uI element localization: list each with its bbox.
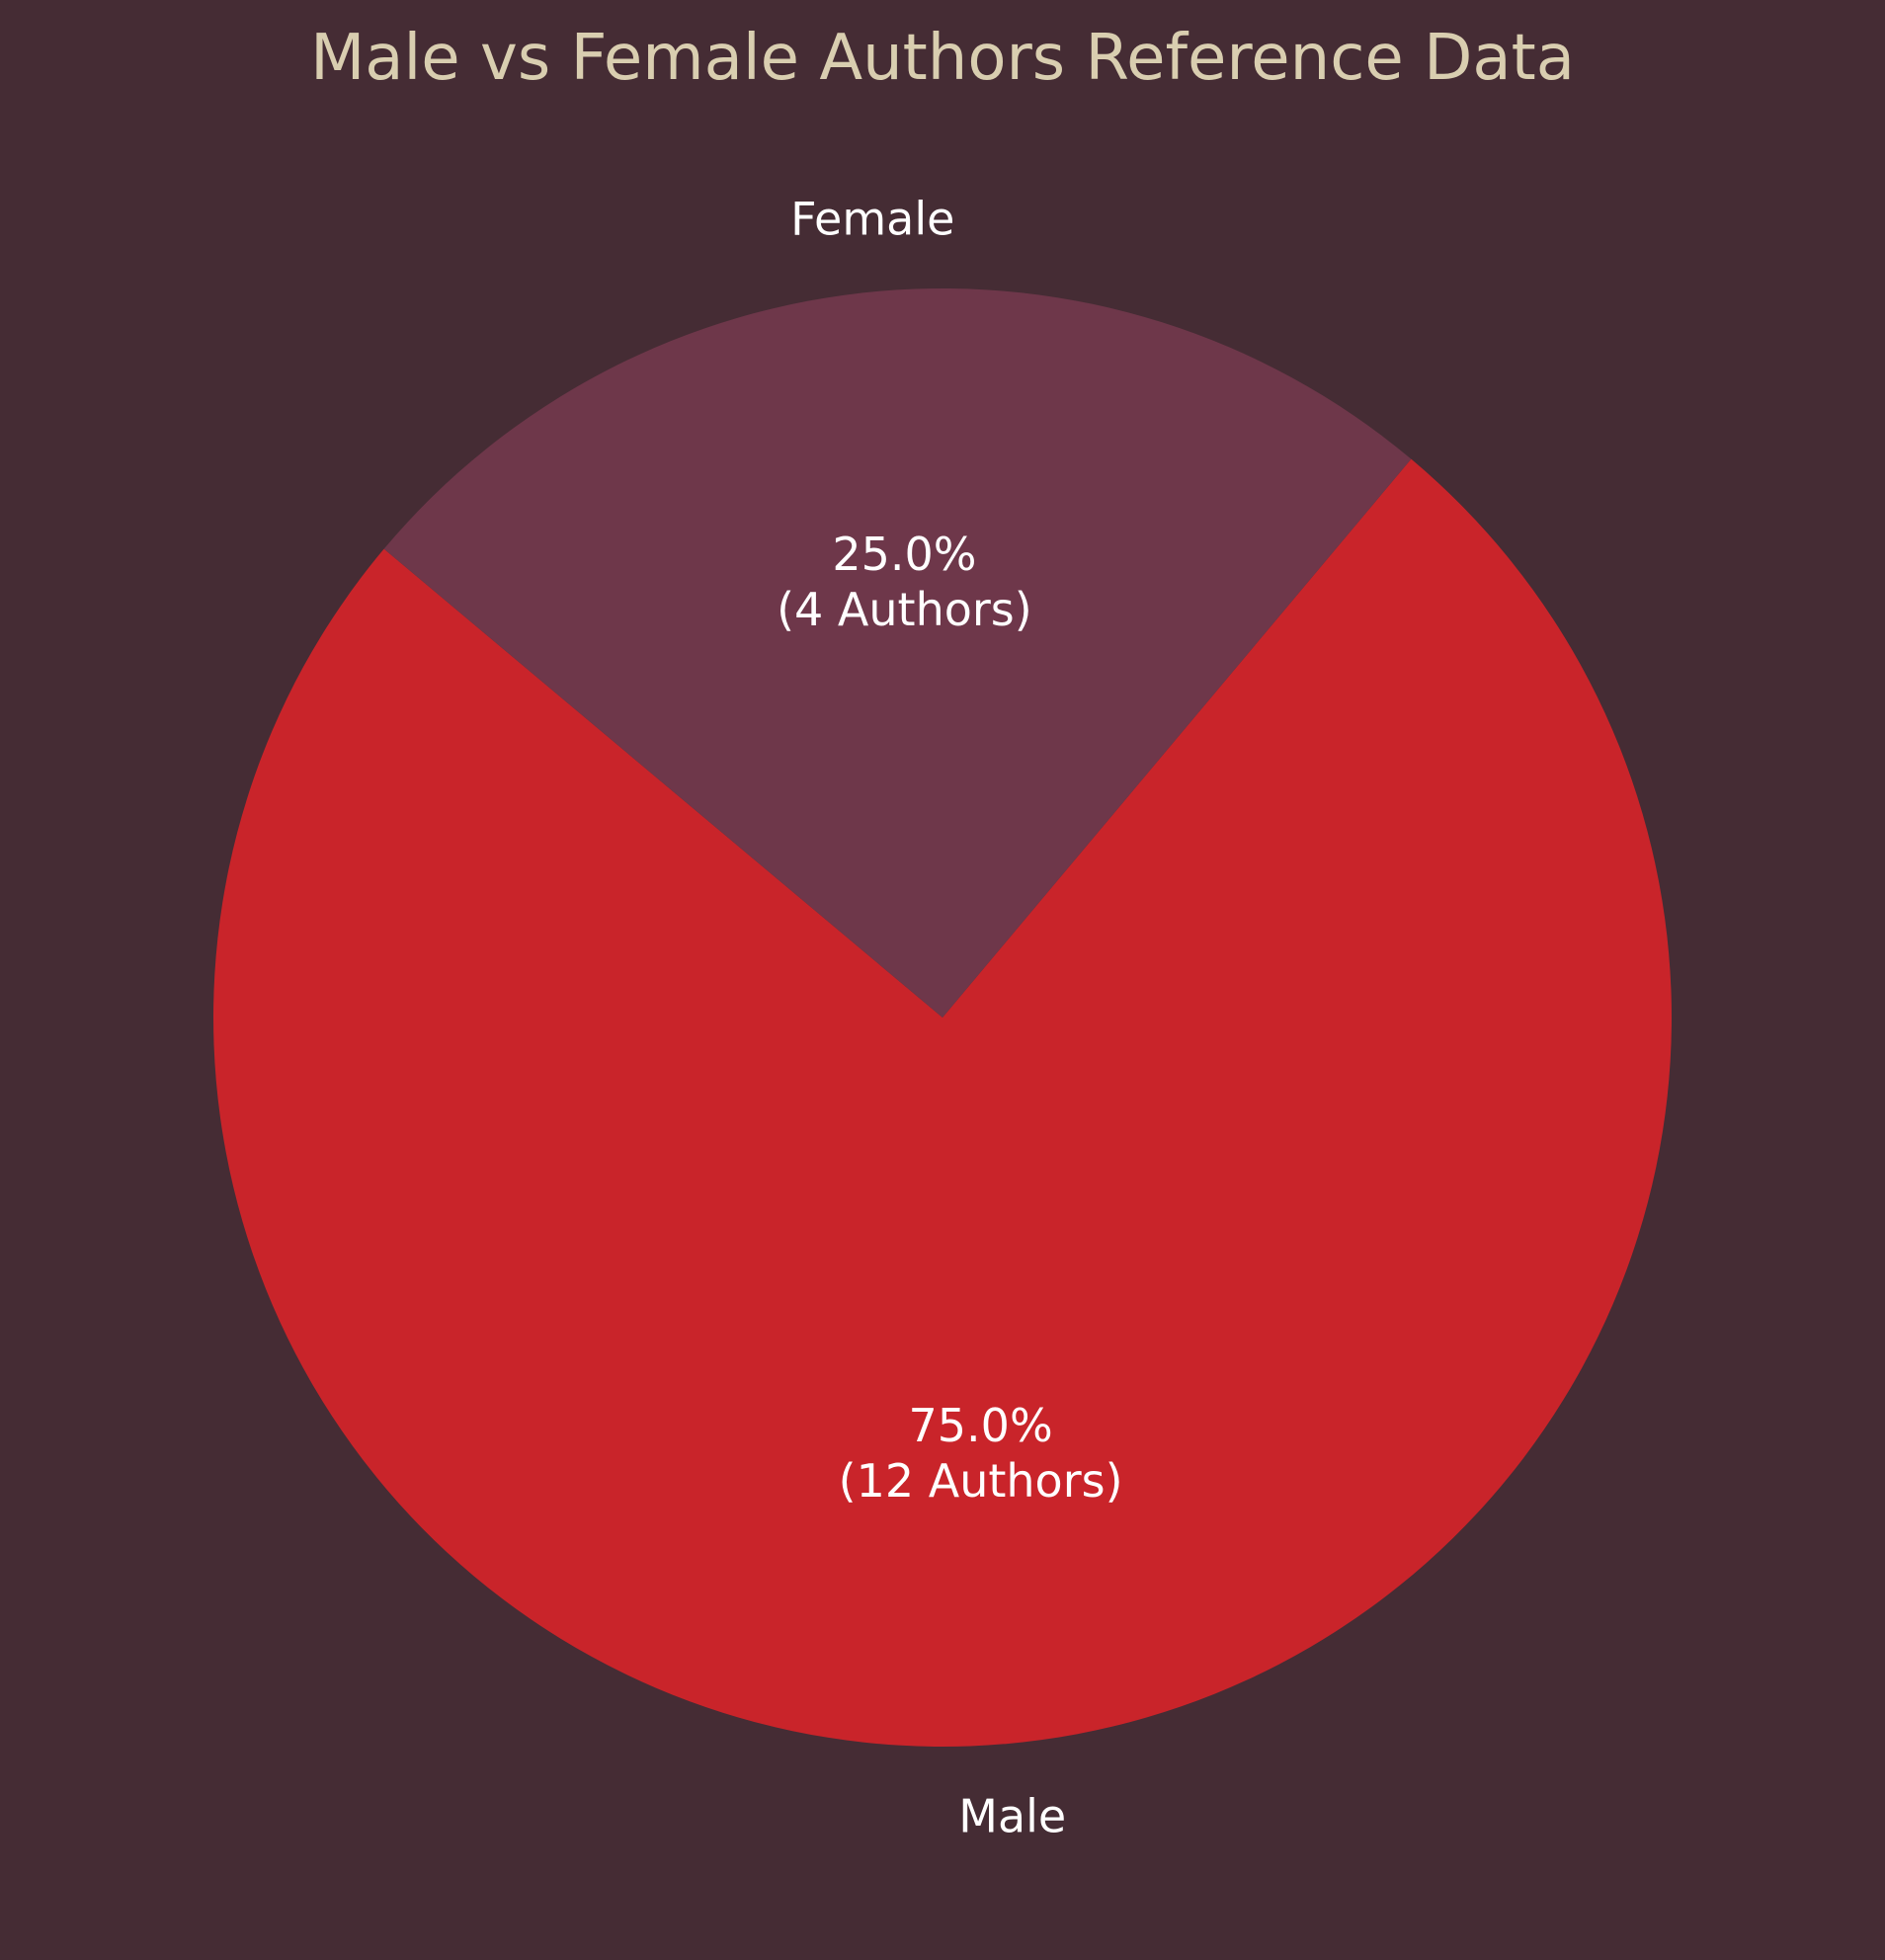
pie-slice-male [213, 458, 1673, 1748]
pie-slice-female [383, 288, 1412, 1019]
slice-percent-label-male: 75.0% [909, 1399, 1053, 1452]
slice-percent-label-female: 25.0% [832, 528, 976, 581]
slice-category-label-male: Male [958, 1790, 1066, 1843]
slice-category-label-female: Female [790, 192, 954, 245]
pie-slices [213, 288, 1673, 1748]
slice-count-label-female: (4 Authors) [777, 583, 1032, 636]
pie-labels: Male 75.0%(12 Authors) Female 25.0%(4 Autho… [777, 192, 1122, 1842]
slice-count-label-male: (12 Authors) [839, 1454, 1123, 1508]
chart-title: Male vs Female Authors Reference Data [310, 22, 1575, 95]
